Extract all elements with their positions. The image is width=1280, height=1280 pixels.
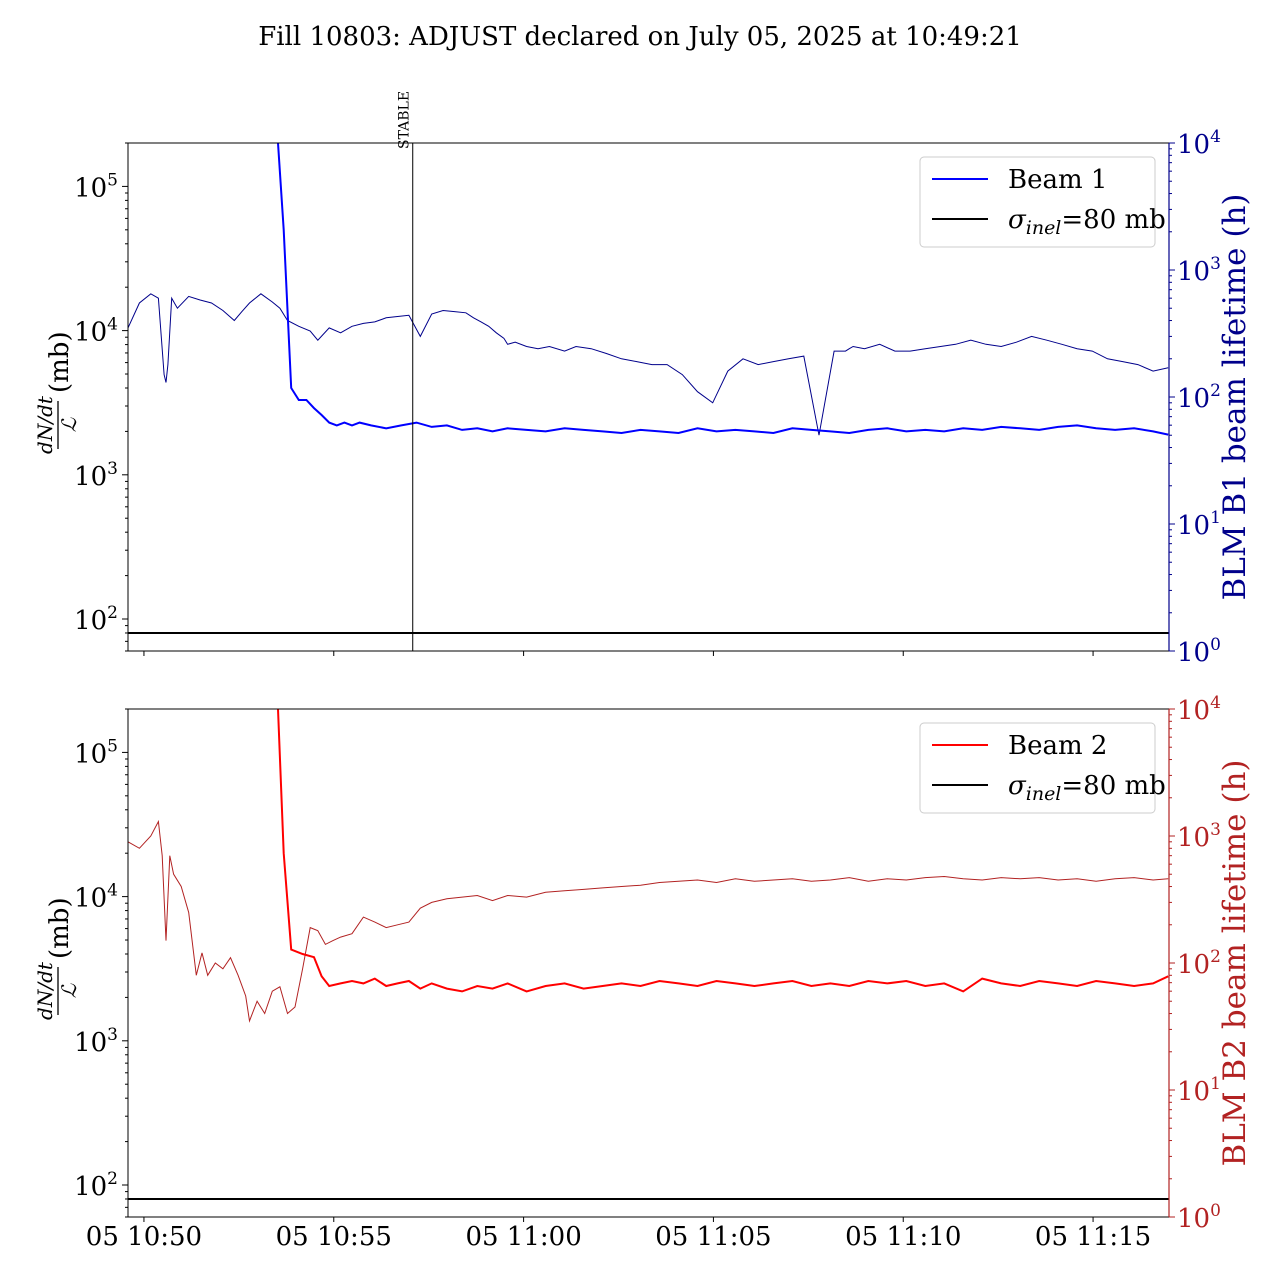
- tick-exponent: 1: [1210, 508, 1221, 528]
- tick-base: 10: [1177, 696, 1210, 726]
- tick-exponent: 4: [1210, 127, 1221, 147]
- legend-value: =80 mb: [1061, 205, 1165, 235]
- axis-label-denominator: ℒ: [57, 983, 81, 998]
- tick-base: 10: [1177, 511, 1210, 541]
- tick-base: 10: [1177, 950, 1210, 980]
- tick-exponent: 3: [1210, 254, 1221, 274]
- tick-base: 10: [1177, 384, 1210, 414]
- figure-title: Fill 10803: ADJUST declared on July 05, …: [258, 22, 1022, 52]
- legend-subscript: inel: [1026, 783, 1062, 805]
- tick-exponent: 2: [107, 603, 118, 623]
- stable-marker-label: STABLE: [397, 91, 413, 149]
- left-axis-label: dN/dt ℒ (mb): [33, 331, 81, 454]
- tick-exponent: 1: [1210, 1074, 1221, 1094]
- left-tick-label: 103: [74, 1025, 118, 1058]
- tick-exponent: 2: [1210, 381, 1221, 401]
- tick-exponent: 0: [1210, 1201, 1221, 1221]
- tick-exponent: 0: [1210, 635, 1221, 655]
- left-tick-label: 105: [74, 170, 118, 203]
- right-tick-label: 104: [1177, 693, 1221, 726]
- tick-exponent: 3: [107, 1025, 118, 1045]
- x-tick-label: 05 11:00: [465, 1222, 581, 1252]
- series-line-lifetime-2: [128, 819, 1169, 1023]
- right-axis-label: BLM B2 beam lifetime (h): [1217, 759, 1253, 1166]
- tick-base: 10: [74, 739, 107, 769]
- left-tick-label: 102: [74, 603, 118, 636]
- right-tick-label: 103: [1177, 254, 1221, 287]
- tick-base: 10: [1177, 257, 1210, 287]
- legend-sigma: σ: [1008, 771, 1027, 801]
- series-line-beam-2: [277, 709, 1169, 993]
- tick-base: 10: [74, 173, 107, 203]
- tick-base: 10: [1177, 823, 1210, 853]
- x-tick-label: 05 10:55: [276, 1222, 392, 1252]
- left-tick-label: 103: [74, 459, 118, 492]
- tick-base: 10: [1177, 130, 1210, 160]
- right-tick-label: 101: [1177, 1074, 1221, 1107]
- left-tick-label: 104: [74, 881, 118, 914]
- axis-label-unit: (mb): [45, 331, 75, 393]
- legend-label: σinel=80 mb: [1008, 771, 1166, 805]
- tick-base: 10: [1177, 638, 1210, 668]
- x-tick-label: 05 11:15: [1035, 1222, 1151, 1252]
- legend-sigma: σ: [1008, 205, 1027, 235]
- right-tick-label: 100: [1177, 1201, 1221, 1234]
- tick-exponent: 3: [107, 459, 118, 479]
- right-tick-label: 102: [1177, 381, 1221, 414]
- tick-base: 10: [74, 462, 107, 492]
- left-axis-label: dN/dt ℒ (mb): [33, 897, 81, 1020]
- tick-exponent: 4: [1210, 693, 1221, 713]
- legend-label: Beam 1: [1008, 165, 1107, 195]
- legend-subscript: inel: [1026, 217, 1062, 239]
- tick-base: 10: [74, 318, 107, 348]
- right-axis-label: BLM B1 beam lifetime (h): [1217, 193, 1253, 600]
- axis-label-denominator: ℒ: [57, 417, 81, 432]
- right-tick-label: 103: [1177, 820, 1221, 853]
- left-tick-label: 105: [74, 736, 118, 769]
- tick-base: 10: [74, 1028, 107, 1058]
- right-tick-label: 102: [1177, 947, 1221, 980]
- tick-exponent: 2: [107, 1169, 118, 1189]
- series-line-lifetime-1: [128, 293, 1169, 436]
- tick-base: 10: [1177, 1204, 1210, 1234]
- tick-exponent: 2: [1210, 947, 1221, 967]
- series-line-beam-1: [277, 143, 1169, 436]
- tick-exponent: 3: [1210, 820, 1221, 840]
- legend-value: =80 mb: [1061, 771, 1165, 801]
- left-tick-label: 104: [74, 315, 118, 348]
- tick-exponent: 5: [107, 170, 118, 190]
- left-tick-label: 102: [74, 1169, 118, 1202]
- tick-exponent: 4: [107, 881, 118, 901]
- x-tick-label: 05 11:05: [655, 1222, 771, 1252]
- axis-label-numerator: dN/dt: [33, 395, 57, 454]
- right-tick-label: 101: [1177, 508, 1221, 541]
- tick-exponent: 5: [107, 736, 118, 756]
- legend-label: σinel=80 mb: [1008, 205, 1166, 239]
- right-tick-label: 100: [1177, 635, 1221, 668]
- legend-label: Beam 2: [1008, 731, 1107, 761]
- axis-label-unit: (mb): [45, 897, 75, 959]
- tick-base: 10: [74, 884, 107, 914]
- x-tick-label: 05 11:10: [845, 1222, 961, 1252]
- tick-base: 10: [1177, 1077, 1210, 1107]
- tick-base: 10: [74, 606, 107, 636]
- x-tick-label: 05 10:50: [86, 1222, 202, 1252]
- axis-label-numerator: dN/dt: [33, 961, 57, 1020]
- right-tick-label: 104: [1177, 127, 1221, 160]
- tick-base: 10: [74, 1172, 107, 1202]
- tick-exponent: 4: [107, 315, 118, 335]
